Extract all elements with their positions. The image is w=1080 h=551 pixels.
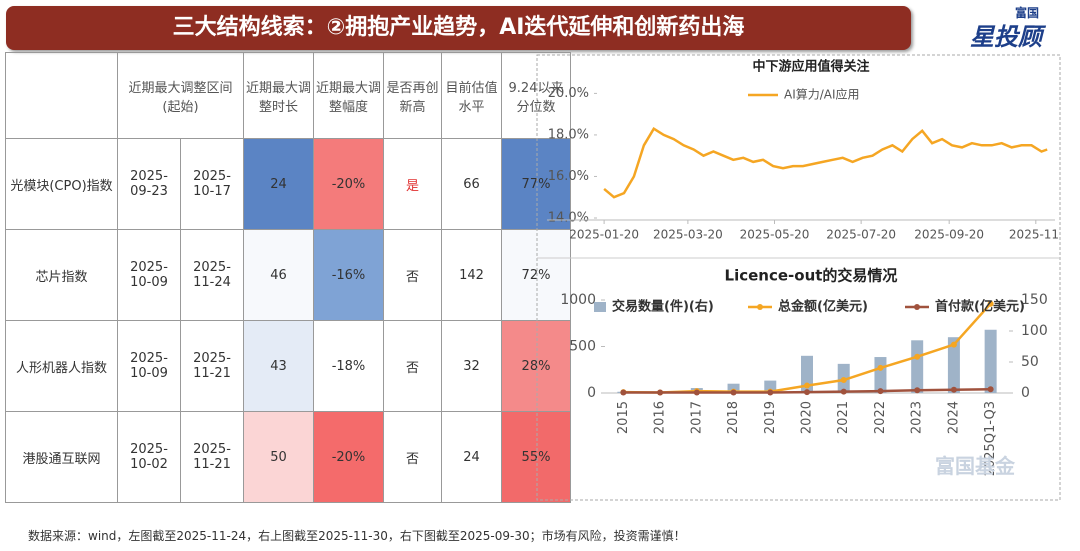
x-tick-label: 2025-03-20 [653, 228, 723, 242]
x-tick-label: 2025-09-20 [914, 228, 984, 242]
header-cell: 近期最大调整幅度 [313, 52, 384, 139]
x-tick-label: 2019 [763, 401, 778, 434]
line-marker [987, 386, 994, 393]
x-tick-label: 2025-05-20 [740, 228, 810, 242]
table-cell: -20% [313, 411, 384, 503]
table-cell: 72% [501, 229, 571, 321]
table-cell: 2025-10-09 [117, 229, 181, 321]
legend-label: 首付款(亿美元) [935, 299, 1025, 315]
footer-note: 数据来源：wind，左图截至2025-11-24，右上图截至2025-11-30… [28, 529, 686, 543]
title-banner: 三大结构线索：②拥抱产业趋势，AI迭代延伸和创新药出海 [6, 6, 911, 50]
x-tick-label: 2022 [873, 401, 888, 434]
table-cell: 否 [383, 229, 442, 321]
table-cell: 55% [501, 411, 571, 503]
x-tick-label: 2016 [653, 401, 668, 434]
x-tick-label: 2024 [946, 401, 961, 434]
table-cell: -20% [313, 138, 384, 230]
y-tick-label: 20.0% [548, 86, 589, 101]
chart-panel [536, 54, 1061, 501]
legend-label: AI算力/AI应用 [784, 87, 860, 102]
table-cell: 28% [501, 320, 571, 412]
x-tick-label: 2023 [910, 401, 925, 434]
chart-title: Licence-out的交易情况 [725, 267, 898, 285]
table-cell: 24 [441, 411, 502, 503]
legend-swatch [594, 302, 606, 312]
x-tick-label: 2018 [726, 401, 741, 434]
y-tick-label: 500 [569, 339, 596, 355]
y2-tick-label: 100 [1021, 323, 1048, 339]
table-cell: 66 [441, 138, 502, 230]
legend-label: 交易数量(件)(右) [612, 299, 714, 315]
table-cell: 人形机器人指数 [5, 320, 118, 412]
logo-top: 富国 [1015, 6, 1040, 20]
table-cell: 77% [501, 138, 571, 230]
table-cell: 2025-11-21 [180, 411, 244, 503]
x-tick-label: 2025-11 [1009, 228, 1059, 242]
header-cell: 目前估值水平 [441, 52, 502, 139]
x-tick-label: 2015 [616, 401, 631, 434]
bar [947, 337, 960, 393]
table-cell: 光模块(CPO)指数 [5, 138, 118, 230]
x-tick-label: 2020 [800, 401, 815, 434]
x-tick-label: 2025-01-20 [569, 228, 639, 242]
y-tick-label: 18.0% [548, 127, 589, 142]
bar [801, 355, 813, 393]
chart-title: 中下游应用值得关注 [752, 59, 869, 75]
bar [874, 357, 887, 393]
table-cell: 芯片指数 [5, 229, 118, 321]
header-cell: 近期最大调整区间(起始) [117, 52, 244, 139]
y-tick-label: 0 [587, 385, 596, 401]
charts: 中下游应用值得关注 14.0% 16.0% 18.0% 20.0% 2025-01-20 2… [536, 54, 1061, 501]
table-cell: 50 [243, 411, 314, 503]
x-tick-label: 2025Q1-Q3 [983, 401, 998, 476]
bar [911, 340, 924, 393]
table-cell: 是 [383, 138, 442, 230]
y2-tick-label: 150 [1021, 292, 1048, 308]
x-tick-label: 2021 [836, 401, 851, 434]
table: 近期最大调整区间(起始) 近期最大调整时长 近期最大调整幅度 是否再创新高 目前估值水平… [5, 52, 571, 503]
table-cell: 否 [383, 411, 442, 503]
bar [727, 383, 740, 393]
table-cell: 港股通互联网 [5, 411, 118, 503]
legend-marker [757, 304, 763, 310]
line-series [603, 126, 1048, 199]
table-cell: 2025-11-24 [180, 229, 244, 321]
x-tick-label: 2017 [689, 401, 704, 434]
y-tick-label: 14.0% [548, 211, 589, 226]
y-tick-label: 16.0% [548, 169, 589, 184]
x-tick-label: 2025-07-20 [826, 228, 896, 242]
header-cell: 近期最大调整时长 [243, 52, 314, 139]
line-series [623, 388, 991, 394]
y2-tick-label: 0 [1021, 385, 1030, 401]
watermark: 富国基金 [935, 454, 1015, 478]
table-cell: -16% [313, 229, 384, 321]
logo-main: 星投顾 [970, 23, 1042, 51]
table-cell: 2025-11-21 [180, 320, 244, 412]
line-marker [620, 389, 627, 396]
y2-tick-label: 50 [1021, 354, 1039, 370]
table-cell: 2025-09-23 [117, 138, 181, 230]
legend-label: 总金额(亿美元) [778, 299, 868, 315]
y-tick-label: 1000 [560, 292, 596, 308]
table-cell: -18% [313, 320, 384, 412]
table-cell: 否 [383, 320, 442, 412]
legend-marker [914, 304, 920, 310]
table-cell: 46 [243, 229, 314, 321]
bar [984, 329, 997, 393]
header-cell: 9.24以来分位数 [501, 52, 571, 139]
